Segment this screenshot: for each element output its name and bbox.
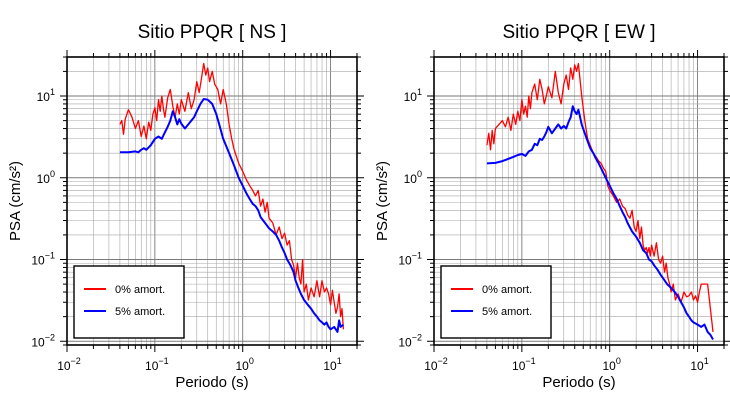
- legend: 0% amort. 5% amort.: [73, 265, 185, 339]
- x-tick-label: 100: [603, 356, 621, 373]
- chart-title: Sitio PPQR [ NS ]: [138, 22, 287, 43]
- legend-box: [440, 265, 552, 339]
- x-axis-label: Periodo (s): [542, 374, 615, 391]
- y-axis-label: PSA (cm/s²): [374, 161, 391, 241]
- x-tick-labels: 10−2 10−1 100 101: [424, 356, 709, 373]
- x-tick-label: 10−2: [424, 356, 448, 373]
- x-tick-label: 101: [323, 356, 341, 373]
- chart-title: Sitio PPQR [ EW ]: [502, 22, 655, 43]
- legend-label-5pct: 5% amort.: [115, 306, 165, 318]
- y-axis-label: PSA (cm/s²): [7, 161, 24, 241]
- grid: [66, 56, 358, 346]
- axis-ticks: [60, 50, 364, 352]
- series-line-5pct: [486, 105, 714, 340]
- x-tick-label: 10−2: [57, 356, 81, 373]
- plot-area: [119, 62, 345, 333]
- x-tick-label: 100: [236, 356, 254, 373]
- y-tick-labels: 10−2 10−1 100 101: [398, 87, 422, 349]
- legend-label-5pct: 5% amort.: [482, 306, 532, 318]
- legend: 0% amort. 5% amort.: [440, 265, 552, 339]
- y-tick-label: 101: [37, 87, 55, 104]
- y-tick-label: 10−2: [398, 332, 422, 349]
- plot-frame: [66, 56, 358, 346]
- x-tick-label: 10−1: [145, 356, 169, 373]
- y-tick-label: 100: [37, 169, 55, 186]
- legend-box: [73, 265, 185, 339]
- plot-frame: [433, 56, 725, 346]
- series-line-5pct: [119, 98, 345, 333]
- plot-area: [486, 62, 714, 340]
- legend-label-0pct: 0% amort.: [115, 284, 165, 296]
- x-tick-labels: 10−2 10−1 100 101: [57, 356, 342, 373]
- y-tick-label: 10−2: [31, 332, 55, 349]
- series-line-0pct: [119, 62, 345, 330]
- y-tick-label: 100: [404, 169, 422, 186]
- x-axis-label: Periodo (s): [175, 374, 248, 391]
- legend-label-0pct: 0% amort.: [482, 284, 532, 296]
- x-tick-label: 101: [690, 356, 708, 373]
- x-tick-label: 10−1: [512, 356, 536, 373]
- y-tick-label: 10−1: [31, 251, 55, 268]
- y-tick-label: 10−1: [398, 251, 422, 268]
- y-tick-labels: 10−2 10−1 100 101: [31, 87, 55, 349]
- y-tick-label: 101: [404, 87, 422, 104]
